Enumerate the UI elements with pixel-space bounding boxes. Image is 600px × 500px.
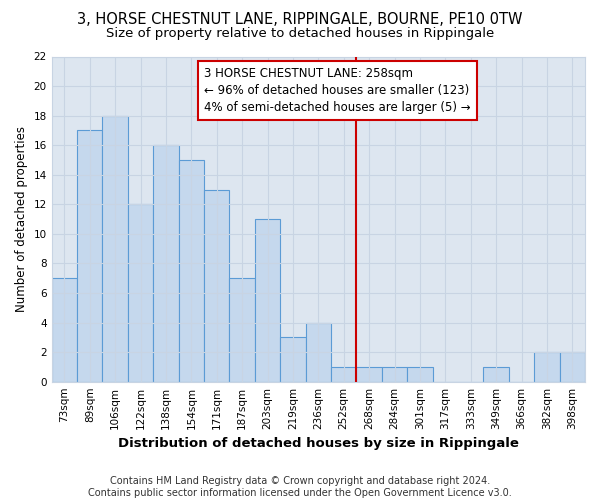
Y-axis label: Number of detached properties: Number of detached properties — [15, 126, 28, 312]
Bar — [77, 130, 103, 382]
Text: Size of property relative to detached houses in Rippingale: Size of property relative to detached ho… — [106, 28, 494, 40]
Bar — [560, 352, 585, 382]
Bar — [280, 338, 305, 382]
Bar — [153, 145, 179, 382]
Bar — [534, 352, 560, 382]
Bar — [52, 278, 77, 382]
Bar — [484, 367, 509, 382]
Bar — [255, 219, 280, 382]
X-axis label: Distribution of detached houses by size in Rippingale: Distribution of detached houses by size … — [118, 437, 519, 450]
Text: 3, HORSE CHESTNUT LANE, RIPPINGALE, BOURNE, PE10 0TW: 3, HORSE CHESTNUT LANE, RIPPINGALE, BOUR… — [77, 12, 523, 28]
Bar — [179, 160, 204, 382]
Bar — [305, 322, 331, 382]
Bar — [204, 190, 229, 382]
Bar — [229, 278, 255, 382]
Bar — [331, 367, 356, 382]
Bar — [382, 367, 407, 382]
Bar — [356, 367, 382, 382]
Text: 3 HORSE CHESTNUT LANE: 258sqm
← 96% of detached houses are smaller (123)
4% of s: 3 HORSE CHESTNUT LANE: 258sqm ← 96% of d… — [204, 67, 470, 114]
Bar — [128, 204, 153, 382]
Bar — [103, 116, 128, 382]
Bar — [407, 367, 433, 382]
Text: Contains HM Land Registry data © Crown copyright and database right 2024.
Contai: Contains HM Land Registry data © Crown c… — [88, 476, 512, 498]
